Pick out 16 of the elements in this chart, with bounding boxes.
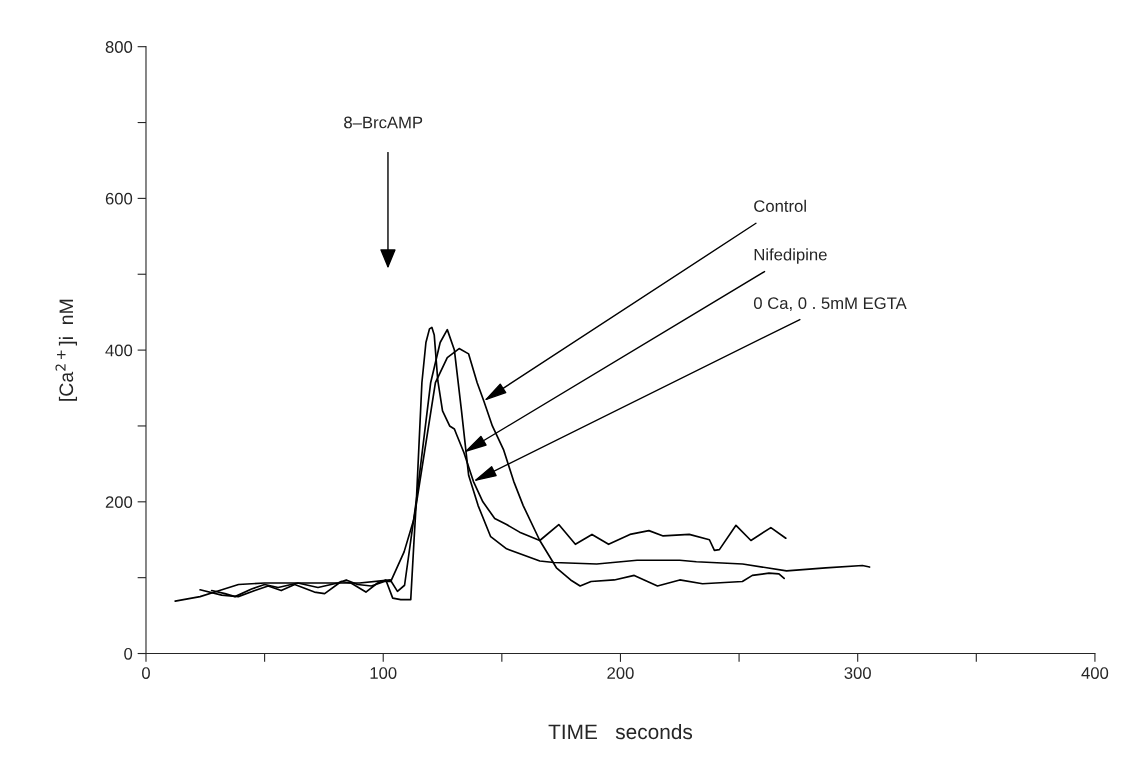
x-tick-label: 300 [844,667,871,679]
x-tick-label: 0 [142,667,150,679]
y-tick-label: 200 [105,496,133,509]
annotation: Control [754,199,806,212]
y-tick-label: 800 [105,41,133,53]
x-tick-label: 400 [1081,667,1109,679]
annotation: 8–BrcAMP [344,116,423,129]
x-axis-title: TIME seconds [548,723,693,740]
y-tick-label: 400 [105,344,133,357]
y-axis-title: [Ca$^{2+}$]i nM [55,299,78,401]
x-tick-label: 200 [607,667,634,679]
x-tick-label: 100 [370,667,397,679]
annotation: 0 Ca, 0 . 5mM EGTA [753,297,907,312]
y-tick-label: 0 [124,647,133,660]
y-tick-label: 600 [105,192,133,205]
annotation: Nifedipine [754,248,827,264]
